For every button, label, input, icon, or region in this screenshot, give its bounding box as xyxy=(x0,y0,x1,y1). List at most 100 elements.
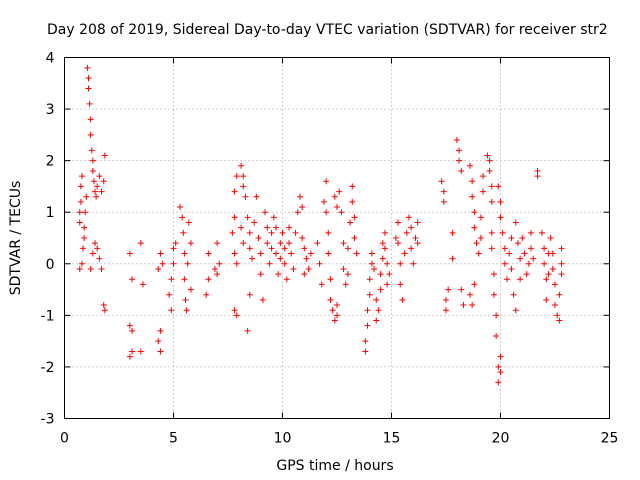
data-point xyxy=(229,229,236,236)
data-point xyxy=(98,188,105,195)
data-point xyxy=(182,296,189,303)
data-point xyxy=(368,250,375,257)
data-point xyxy=(405,214,412,221)
data-point xyxy=(473,240,480,247)
data-point xyxy=(517,276,524,283)
data-point xyxy=(94,183,101,190)
data-point xyxy=(373,296,380,303)
data-points xyxy=(76,64,565,386)
data-point xyxy=(205,250,212,257)
data-point xyxy=(342,281,349,288)
data-point xyxy=(281,245,288,252)
data-point xyxy=(177,204,184,211)
data-point xyxy=(541,260,548,267)
data-point xyxy=(412,235,419,241)
data-point xyxy=(528,245,535,252)
data-point xyxy=(89,157,96,164)
data-point xyxy=(316,260,323,267)
data-point xyxy=(514,240,521,247)
data-point xyxy=(488,198,495,205)
data-point xyxy=(366,276,373,283)
data-point xyxy=(521,250,528,257)
data-point xyxy=(96,173,103,180)
data-point xyxy=(458,167,465,174)
data-point xyxy=(205,276,212,283)
x-tick-label: 15 xyxy=(383,431,401,447)
data-point xyxy=(85,75,92,82)
data-point xyxy=(488,245,495,252)
data-point xyxy=(510,291,517,298)
data-point xyxy=(242,193,249,200)
data-point xyxy=(89,167,96,174)
data-point xyxy=(214,240,221,247)
data-point xyxy=(490,271,497,278)
data-point xyxy=(443,296,449,303)
data-point xyxy=(231,188,238,195)
data-point xyxy=(77,198,84,205)
data-point xyxy=(305,265,312,272)
data-point xyxy=(264,224,271,231)
data-point xyxy=(246,229,253,236)
data-point xyxy=(320,198,327,205)
data-point xyxy=(268,229,275,236)
data-point xyxy=(286,240,293,247)
y-tick-label: -3 xyxy=(41,412,55,428)
y-tick-label: 3 xyxy=(46,102,55,118)
data-point xyxy=(216,260,223,267)
data-point xyxy=(558,245,565,252)
data-point xyxy=(246,245,253,252)
data-point xyxy=(155,265,162,272)
data-point xyxy=(277,240,284,247)
data-point xyxy=(275,271,282,278)
data-point xyxy=(244,214,251,221)
data-point xyxy=(397,260,404,267)
data-point xyxy=(371,265,378,272)
data-point xyxy=(253,193,260,200)
y-tick-label: 4 xyxy=(46,51,55,67)
y-tick-label: -1 xyxy=(41,308,55,324)
data-point xyxy=(159,260,166,267)
data-point xyxy=(525,260,532,267)
data-point xyxy=(179,214,186,221)
data-point xyxy=(543,276,550,283)
data-point xyxy=(87,116,94,123)
data-point xyxy=(286,224,293,231)
plot-frame xyxy=(64,57,610,419)
x-tick-label: 5 xyxy=(169,431,178,447)
data-point xyxy=(303,255,310,262)
data-point xyxy=(480,188,487,195)
data-point xyxy=(556,291,563,298)
data-point xyxy=(301,245,308,252)
data-point xyxy=(554,312,561,319)
data-point xyxy=(126,250,133,257)
data-point xyxy=(456,157,463,164)
data-point xyxy=(386,271,393,278)
data-point xyxy=(257,271,264,278)
data-point xyxy=(545,271,552,278)
data-point xyxy=(299,235,306,241)
data-point xyxy=(534,173,541,180)
data-point xyxy=(336,188,343,195)
data-point xyxy=(238,224,245,231)
data-point xyxy=(299,204,306,211)
data-point xyxy=(101,307,108,314)
data-point xyxy=(506,250,513,257)
data-point xyxy=(549,265,556,272)
data-point xyxy=(368,260,375,267)
data-point xyxy=(353,250,360,257)
data-point xyxy=(379,255,386,262)
data-point xyxy=(233,260,240,267)
data-point xyxy=(414,240,421,247)
data-point xyxy=(166,291,173,298)
data-point xyxy=(100,178,107,185)
data-point xyxy=(170,260,177,267)
data-point xyxy=(187,286,194,293)
data-point xyxy=(294,209,301,216)
data-point xyxy=(129,276,136,283)
data-point xyxy=(362,348,369,355)
data-point xyxy=(495,363,502,370)
data-point xyxy=(340,265,347,272)
data-point xyxy=(466,162,473,169)
data-point xyxy=(139,281,146,288)
